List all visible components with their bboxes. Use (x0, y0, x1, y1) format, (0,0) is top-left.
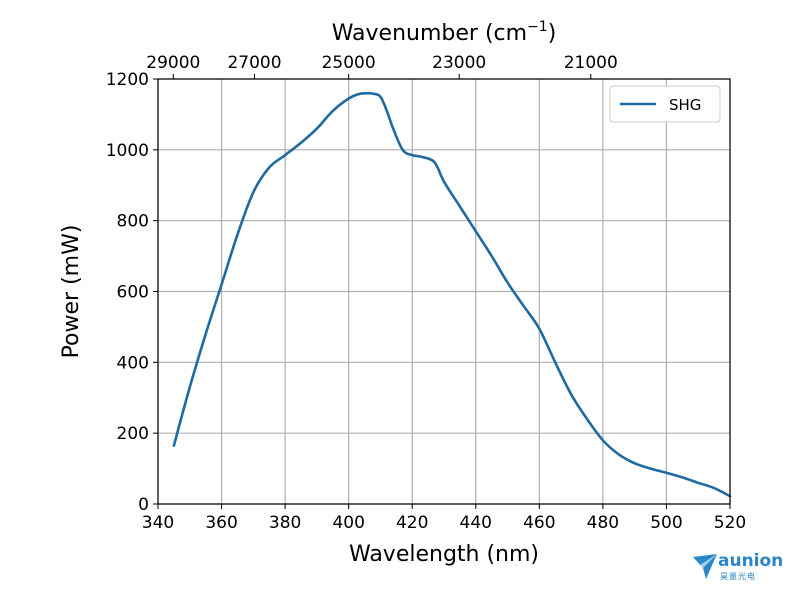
y-tick-label: 1000 (106, 141, 149, 161)
y-axis-title: Power (mW) (59, 225, 84, 359)
legend: SHG (609, 85, 721, 123)
top-axis-title-exponent: −1 (527, 19, 548, 35)
y-tick-label: 600 (117, 283, 149, 303)
x-tick-label: 440 (460, 513, 492, 533)
x-tick-label: 460 (523, 513, 555, 533)
top-axis-title-main: Wavenumber (cm (332, 21, 527, 46)
x-tick-label: 420 (396, 513, 428, 533)
y-tick-label: 200 (117, 424, 149, 444)
tick-layer: 340 360 380 400 420 440 460 480 500 520 0 200 400 600… (106, 53, 746, 533)
top-tick-label: 25000 (322, 53, 376, 73)
paper-plane-icon (693, 554, 717, 579)
top-tick-label: 29000 (146, 53, 200, 73)
y-tick-label: 0 (138, 495, 149, 515)
top-tick-label: 23000 (432, 53, 486, 73)
x-axis-title: Wavelength (nm) (349, 542, 539, 567)
series-line-shg (172, 91, 732, 498)
x-tick-label: 500 (650, 513, 682, 533)
brand-name: aunion (718, 551, 784, 571)
x-tick-label: 380 (269, 513, 301, 533)
legend-label: SHG (669, 96, 701, 114)
grid-lines (157, 78, 731, 505)
x-tick-label: 520 (714, 513, 746, 533)
x-tick-label: 480 (587, 513, 619, 533)
top-axis-title-close: ) (548, 21, 557, 46)
brand-subtitle: 昊量光电 (720, 572, 756, 581)
top-tick-label: 21000 (564, 53, 618, 73)
x-tick-label: 340 (142, 513, 174, 533)
brand-logo: aunion 昊量光电 (692, 551, 792, 585)
top-tick-label: 27000 (227, 53, 281, 73)
legend-box (609, 85, 721, 123)
top-axis-title: Wavenumber (cm−1) (332, 19, 557, 46)
x-tick-label: 360 (205, 513, 237, 533)
x-tick-label: 400 (332, 513, 364, 533)
y-tick-label: 800 (117, 212, 149, 232)
y-tick-label: 400 (117, 353, 149, 373)
series-layer (172, 91, 732, 498)
y-tick-label: 1200 (106, 70, 149, 90)
